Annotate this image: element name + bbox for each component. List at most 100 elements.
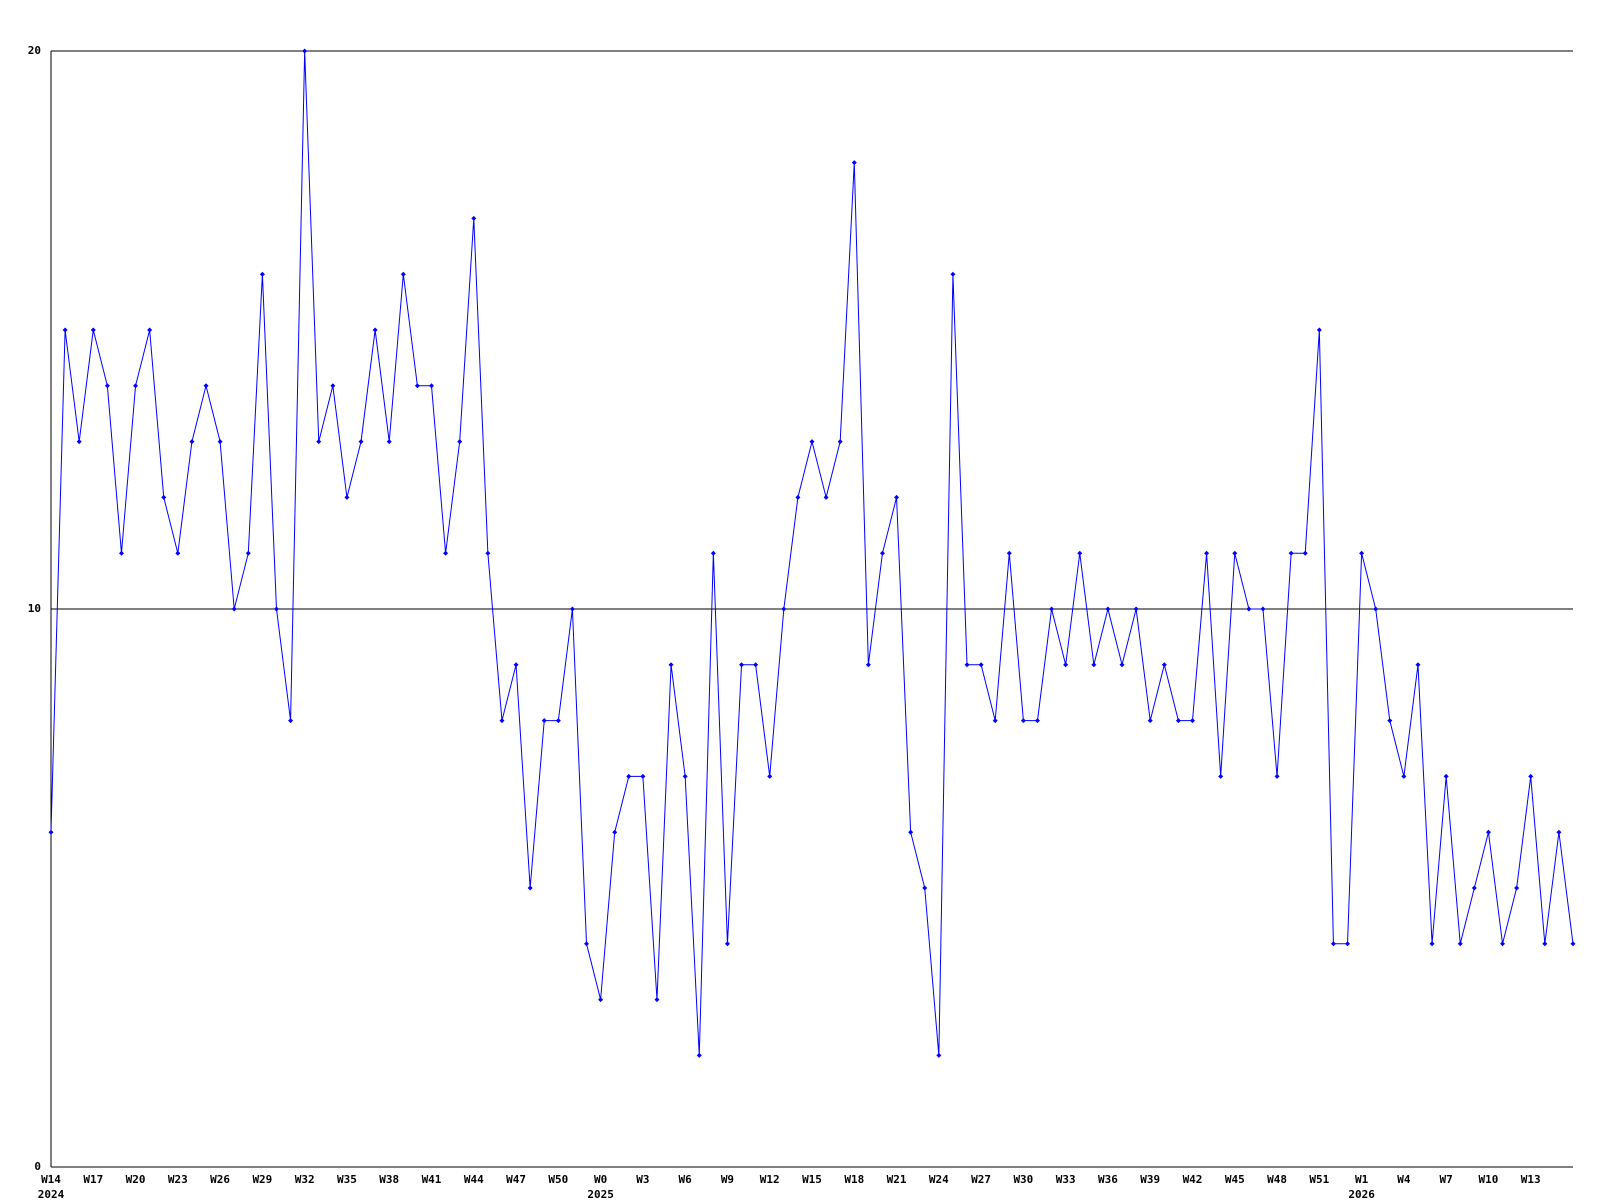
- point-marker: [1570, 941, 1576, 947]
- point-marker: [555, 718, 561, 724]
- y-tick-label: 20: [28, 44, 41, 57]
- point-marker: [894, 494, 900, 500]
- x-tick-label: W36: [1098, 1173, 1118, 1186]
- point-marker: [203, 383, 209, 389]
- point-marker: [1260, 606, 1266, 612]
- point-marker: [1147, 718, 1153, 724]
- point-marker: [147, 327, 153, 333]
- point-marker: [1218, 773, 1224, 779]
- point-marker: [1373, 606, 1379, 612]
- point-marker: [1387, 718, 1393, 724]
- series-line: [50, 50, 1574, 1056]
- point-marker: [189, 439, 195, 445]
- x-tick-label: W4: [1397, 1173, 1411, 1186]
- x-tick-label: W17: [83, 1173, 104, 1186]
- point-marker: [992, 718, 998, 724]
- point-marker: [400, 271, 406, 277]
- point-marker: [1105, 606, 1111, 612]
- point-marker: [1204, 550, 1210, 556]
- point-marker: [837, 439, 843, 445]
- x-tick-label: W24: [928, 1173, 949, 1186]
- x-tick-label: W18: [844, 1173, 865, 1186]
- point-marker: [851, 160, 857, 166]
- point-marker: [1049, 606, 1055, 612]
- point-marker: [259, 271, 265, 277]
- point-marker: [1006, 550, 1012, 556]
- point-marker: [724, 941, 730, 947]
- point-marker: [936, 1052, 942, 1058]
- point-marker: [753, 662, 759, 668]
- x-tick-label: W41: [421, 1173, 442, 1186]
- point-marker: [1175, 718, 1181, 724]
- point-marker: [1415, 662, 1421, 668]
- point-marker: [443, 550, 449, 556]
- point-marker: [1457, 941, 1463, 947]
- x-tick-label: W9: [720, 1173, 735, 1186]
- point-marker: [330, 383, 336, 389]
- point-marker: [1077, 550, 1083, 556]
- x-tick-label: W48: [1267, 1173, 1287, 1186]
- x-tick-label: W21: [886, 1173, 907, 1186]
- point-marker: [302, 48, 308, 54]
- point-marker: [865, 662, 871, 668]
- point-marker: [626, 773, 632, 779]
- x-tick-label: W23: [167, 1173, 188, 1186]
- point-marker: [654, 997, 660, 1003]
- x-tick-label: W47: [506, 1173, 526, 1186]
- point-marker: [471, 215, 477, 221]
- x-tick-label: W0 2025: [587, 1173, 614, 1200]
- point-marker: [429, 383, 434, 389]
- point-marker: [1119, 662, 1125, 668]
- point-marker: [1020, 718, 1026, 724]
- point-marker: [879, 550, 885, 556]
- point-marker: [344, 494, 350, 500]
- x-tick-label: W33: [1055, 1173, 1076, 1186]
- point-marker: [696, 1052, 702, 1058]
- point-marker: [739, 662, 745, 668]
- point-marker: [1232, 550, 1238, 556]
- point-marker: [668, 662, 674, 668]
- point-marker: [175, 550, 181, 556]
- x-tick-label: W51: [1309, 1173, 1330, 1186]
- point-marker: [273, 606, 279, 612]
- point-marker: [414, 383, 420, 389]
- x-tick-label: W27: [971, 1173, 992, 1186]
- point-marker: [1161, 662, 1167, 668]
- point-marker: [499, 718, 505, 724]
- point-marker: [48, 829, 54, 835]
- x-tick-label: W20: [125, 1173, 146, 1186]
- point-marker: [1514, 885, 1520, 891]
- x-tick-label: W39: [1140, 1173, 1161, 1186]
- x-tick-label: W10: [1478, 1173, 1499, 1186]
- point-marker: [809, 439, 815, 445]
- x-tick-label: W15: [802, 1173, 822, 1186]
- point-marker: [964, 662, 970, 668]
- point-marker: [76, 439, 82, 445]
- point-marker: [1034, 718, 1040, 724]
- x-tick-label: W45: [1224, 1173, 1245, 1186]
- point-marker: [513, 662, 519, 668]
- point-marker: [795, 494, 801, 500]
- point-marker: [316, 439, 322, 445]
- point-marker: [598, 997, 604, 1003]
- point-marker: [1542, 941, 1548, 947]
- x-tick-label: W26: [210, 1173, 231, 1186]
- point-marker: [950, 271, 956, 277]
- point-marker: [1471, 885, 1477, 891]
- x-tick-label: W35: [337, 1173, 357, 1186]
- x-tick-label: W1 2026: [1348, 1173, 1375, 1200]
- point-marker: [781, 606, 787, 612]
- point-marker: [767, 773, 773, 779]
- point-marker: [1063, 662, 1069, 668]
- point-marker: [485, 550, 491, 556]
- point-marker: [922, 885, 928, 891]
- point-marker: [1133, 606, 1139, 612]
- point-marker: [245, 550, 251, 556]
- x-tick-label: W29: [252, 1173, 273, 1186]
- point-marker: [908, 829, 914, 835]
- x-tick-label: W42: [1182, 1173, 1203, 1186]
- point-marker: [1500, 941, 1506, 947]
- point-marker: [217, 439, 223, 445]
- x-tick-label: W44: [463, 1173, 484, 1186]
